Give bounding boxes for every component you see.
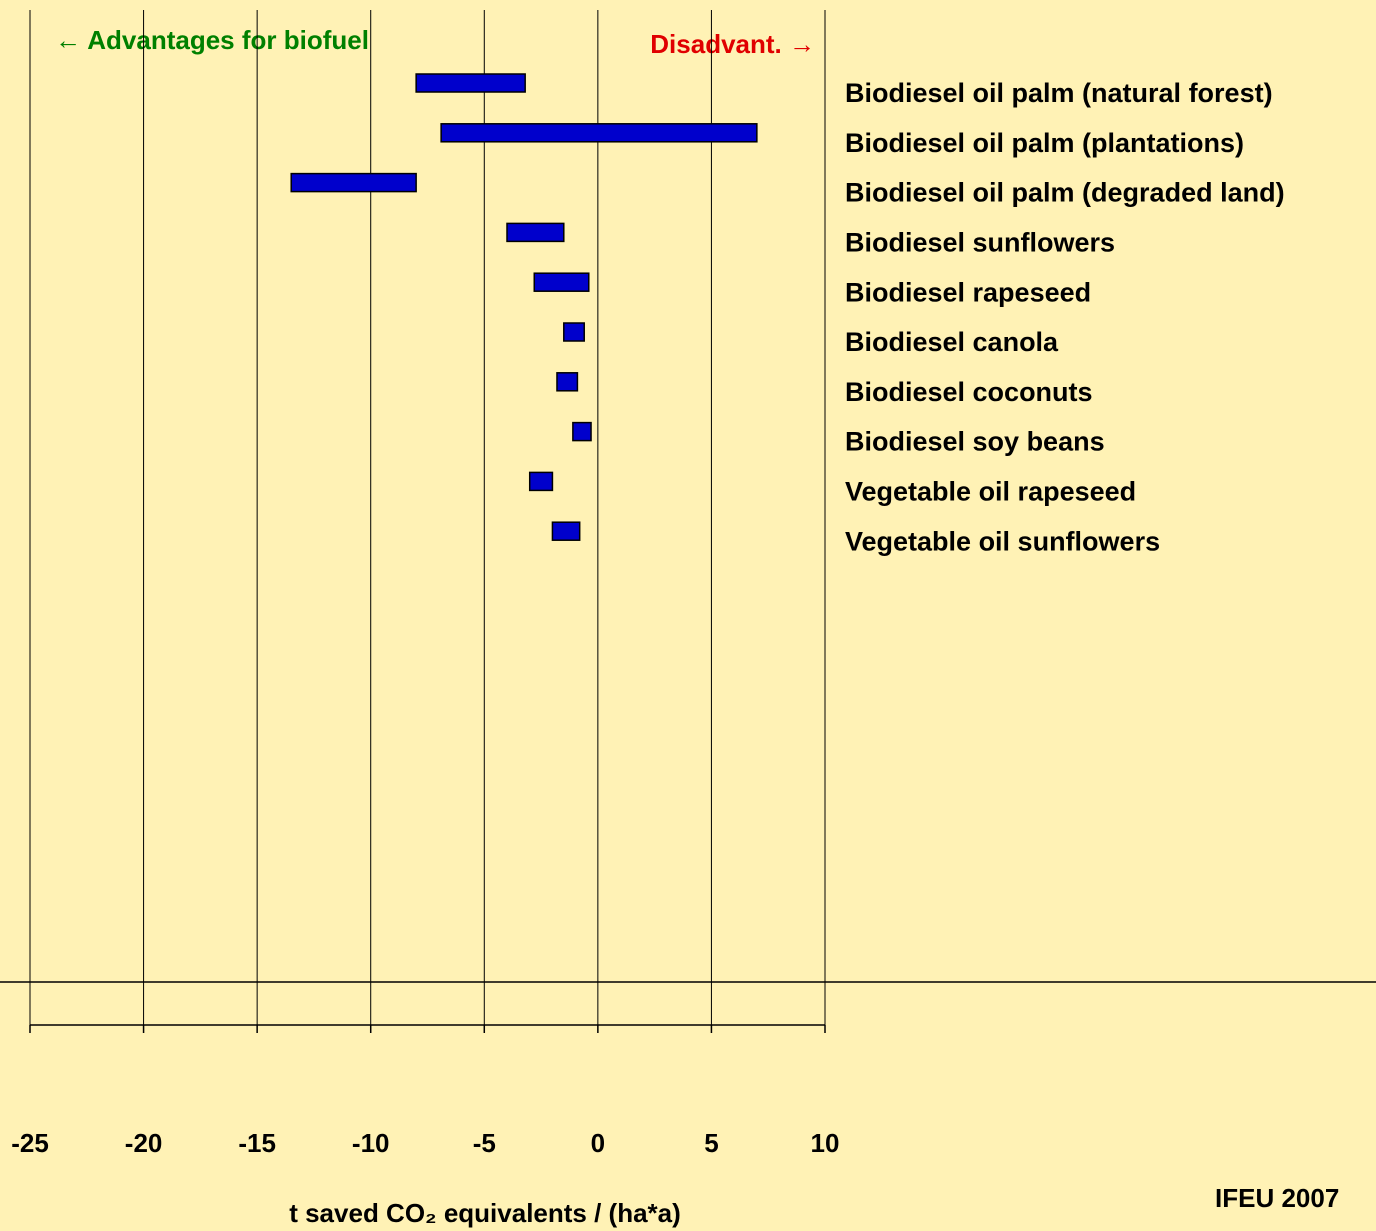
category-label: Vegetable oil rapeseed [845,477,1136,507]
bar [440,123,758,143]
x-tick-label: 5 [704,1128,718,1158]
category-label: Biodiesel coconuts [845,377,1093,407]
category-label: Biodiesel canola [845,327,1059,357]
x-tick-label: -10 [352,1128,390,1158]
bar [415,73,526,93]
x-tick-label: -25 [11,1128,49,1158]
category-label: Biodiesel oil palm (plantations) [845,128,1244,158]
category-label: Biodiesel soy beans [845,427,1105,457]
category-label: Vegetable oil sunflowers [845,526,1160,556]
bar [551,521,581,541]
annotation-advantages: ← Advantages for biofuel [55,25,369,55]
category-label: Biodiesel sunflowers [845,228,1115,258]
x-tick-label: 0 [591,1128,605,1158]
x-tick-label: -5 [473,1128,496,1158]
bar [556,372,579,392]
x-axis-title: t saved CO₂ equivalents / (ha*a) [289,1198,681,1228]
category-label: Biodiesel oil palm (natural forest) [845,78,1273,108]
category-label: Biodiesel oil palm (degraded land) [845,178,1285,208]
x-tick-label: -15 [238,1128,276,1158]
bar [506,222,565,243]
category-label: Biodiesel rapeseed [845,277,1091,307]
x-tick-label: -20 [125,1128,163,1158]
bar [290,172,417,193]
bar [533,272,590,292]
bar [572,421,592,442]
x-tick-label: 10 [811,1128,840,1158]
bar [563,322,585,342]
annotation-disadvantages: Disadvant. → [650,29,815,59]
bar [528,471,554,492]
source-label: IFEU 2007 [1215,1183,1339,1213]
